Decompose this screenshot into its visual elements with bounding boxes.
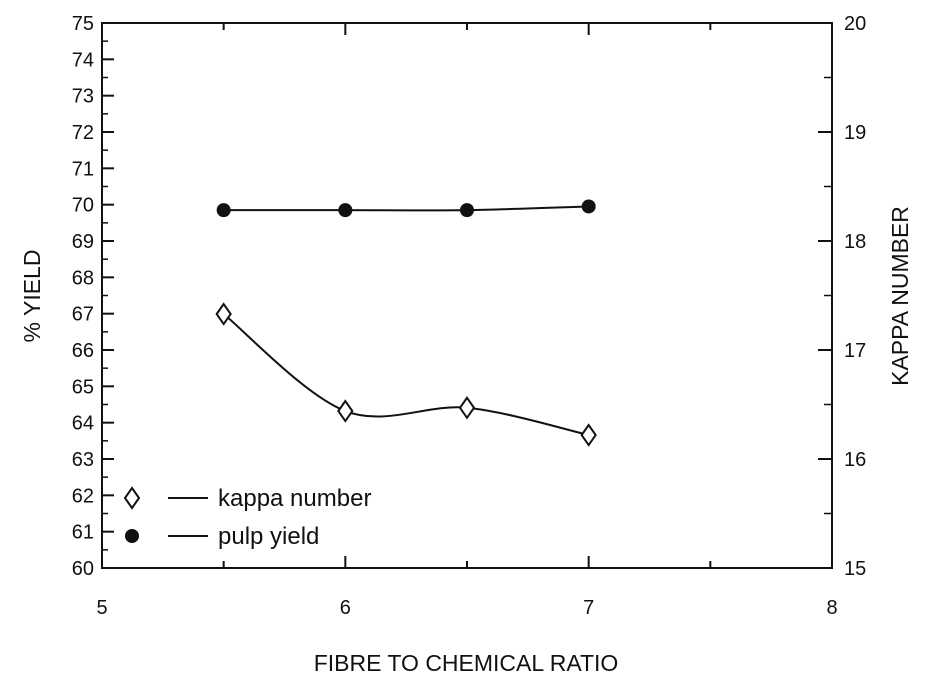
y-right-tick-label: 17 (844, 340, 866, 362)
legend-marker (123, 486, 141, 510)
plot-border (101, 22, 833, 569)
y-left-tick-label: 62 (72, 485, 94, 507)
x-axis-title: FIBRE TO CHEMICAL RATIO (314, 650, 619, 676)
y-left-tick-label: 72 (72, 122, 94, 144)
y-axis-left: 60 61 62 63 64 65 66 67 68 69 70 71 72 73 74 75 (72, 13, 114, 580)
y-right-tick-label: 18 (844, 231, 866, 253)
series-layer (215, 199, 597, 447)
x-axis: 5 6 7 8 (96, 23, 838, 619)
y-axis-right-title: KAPPA NUMBER (887, 206, 913, 386)
y-left-tick-label: 60 (72, 558, 94, 580)
y-right-tick-label: 15 (844, 558, 866, 580)
series-line (223, 205, 589, 212)
y-left-tick-label: 69 (72, 231, 94, 253)
y-left-tick-label: 63 (72, 449, 94, 471)
y-left-tick-label: 70 (72, 195, 94, 217)
y-left-tick-label: 68 (72, 267, 94, 289)
y-left-tick-label: 73 (72, 86, 94, 108)
data-point (460, 203, 474, 218)
y-right-tick-label: 16 (844, 449, 866, 471)
y-right-tick-label: 20 (844, 13, 866, 35)
data-point (216, 203, 231, 218)
y-left-tick-label: 71 (72, 158, 94, 180)
series-line (223, 313, 589, 436)
data-point (458, 396, 476, 420)
y-right-tick-label: 19 (844, 122, 866, 144)
y-axis-right: 15 16 17 18 19 20 (818, 13, 866, 580)
data-point (581, 199, 596, 214)
x-tick-label: 6 (340, 597, 351, 619)
y-left-tick-label: 65 (72, 376, 94, 398)
legend-marker (125, 529, 139, 543)
data-point (337, 399, 354, 423)
y-left-tick-label: 67 (72, 304, 94, 326)
data-point (580, 423, 597, 447)
legend-label: pulp yield (218, 523, 319, 550)
x-tick-label: 5 (96, 597, 107, 619)
data-point (215, 302, 232, 326)
data-point (338, 203, 353, 218)
y-left-tick-label: 61 (72, 522, 94, 544)
y-left-tick-label: 74 (72, 49, 94, 71)
legend: kappa number pulp yield (123, 485, 371, 550)
x-tick-label: 7 (583, 597, 594, 619)
plot-frame (101, 22, 833, 569)
legend-label: kappa number (218, 485, 371, 512)
y-left-tick-label: 64 (72, 413, 94, 435)
y-left-tick-label: 75 (72, 13, 94, 35)
y-axis-left-title: % YIELD (19, 250, 45, 343)
y-left-tick-label: 66 (72, 340, 94, 362)
x-tick-label: 8 (826, 597, 837, 619)
